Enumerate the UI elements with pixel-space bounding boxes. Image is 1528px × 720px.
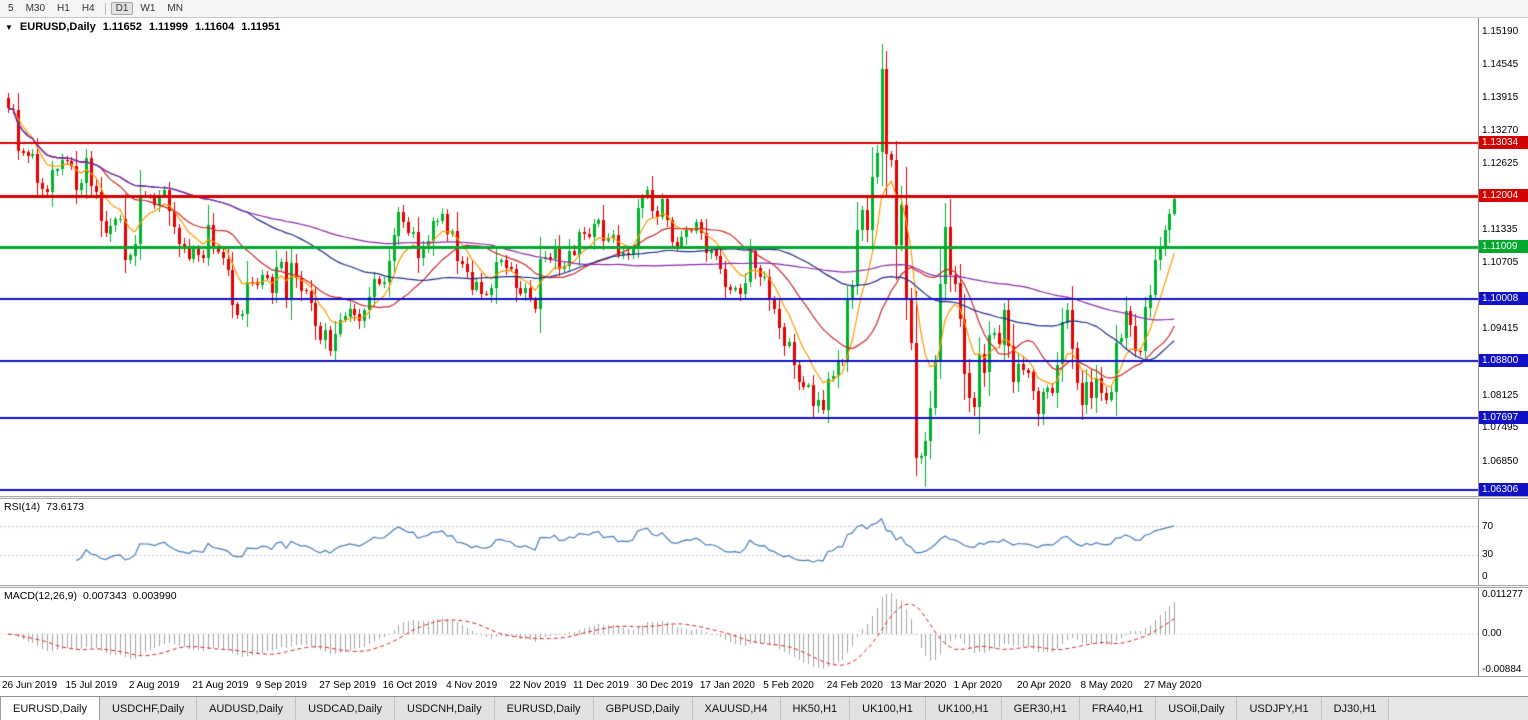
date-axis-label: 20 Apr 2020: [1017, 680, 1071, 691]
price-axis-label: 1.10705: [1482, 256, 1519, 268]
time-axis[interactable]: 26 Jun 2019 15 Jul 2019 2 Aug 2019 21 Aug 2…: [0, 676, 1528, 696]
date-axis-label: 4 Nov 2019: [446, 680, 498, 691]
panel-separator[interactable]: [0, 585, 1528, 588]
price-line-badge: 1.07697: [1479, 410, 1528, 424]
date-axis-label: 15 Jul 2019: [65, 680, 118, 691]
date-axis-label: 11 Dec 2019: [572, 680, 629, 691]
panel-separator[interactable]: [0, 496, 1528, 499]
chart-title: ▼ EURUSD,Daily 1.11652 1.11999 1.11604 1…: [5, 21, 280, 33]
price-axis-label: 1.08125: [1482, 389, 1519, 401]
chart-title-close: 1.11951: [241, 21, 281, 33]
price-axis-label: 1.15190: [1482, 25, 1519, 37]
date-axis-label: 13 Mar 2020: [890, 680, 947, 691]
chart-tab-XAUUSD-H4[interactable]: XAUUSD,H4: [692, 697, 781, 720]
price-axis-label: 1.07495: [1482, 422, 1519, 434]
macd-main-value: 0.007343: [82, 590, 127, 602]
rsi-canvas[interactable]: [0, 499, 1478, 585]
macd-signal-value: 0.003990: [132, 590, 177, 602]
main-plot: ▼ EURUSD,Daily 1.11652 1.11999 1.11604 1…: [0, 18, 1478, 496]
rsi-plot: RSI(14) 73.6173: [0, 499, 1478, 585]
chart-tab-UK100-H1[interactable]: UK100,H1: [925, 697, 1002, 720]
price-axis-label: 1.13270: [1482, 124, 1519, 136]
chart-tab-UK100-H1[interactable]: UK100,H1: [850, 697, 926, 720]
rsi-axis-label: 0: [1482, 571, 1488, 582]
chart-tab-EURUSD-Daily[interactable]: EURUSD,Daily: [494, 697, 594, 720]
timeframe-button-W1[interactable]: W1: [140, 3, 156, 14]
price-line-badge: 1.06306: [1479, 482, 1528, 496]
macd-axis[interactable]: 0.011277 0.00 -0.00884: [1478, 588, 1528, 676]
chart-title-low: 1.11604: [195, 21, 235, 33]
chart-tab-FRA40-H1[interactable]: FRA40,H1: [1079, 697, 1157, 720]
macd-panel: MACD(12,26,9) 0.007343 0.003990 0.011277…: [0, 588, 1528, 676]
macd-label: MACD(12,26,9) 0.007343 0.003990: [4, 590, 177, 602]
main-chart-panel: ▼ EURUSD,Daily 1.11652 1.11999 1.11604 1…: [0, 18, 1528, 496]
price-axis-label: 1.09415: [1482, 323, 1519, 335]
chart-tab-USDJPY-H1[interactable]: USDJPY,H1: [1237, 697, 1322, 720]
macd-axis-label: -0.00884: [1482, 664, 1522, 675]
price-line-badge: 1.08800: [1479, 354, 1528, 368]
chart-tab-HK50-H1[interactable]: HK50,H1: [780, 697, 851, 720]
chart-tab-USOil-Daily[interactable]: USOil,Daily: [1156, 697, 1238, 720]
price-axis-label: 1.12625: [1482, 158, 1519, 169]
chart-title-open: 1.11652: [102, 21, 142, 33]
date-axis-label: 26 Jun 2019: [2, 680, 58, 691]
date-axis-label: 27 Sep 2019: [319, 680, 376, 691]
rsi-indicator-name: RSI(14): [4, 501, 41, 513]
rsi-axis-label: 70: [1482, 520, 1494, 532]
price-axis-label: 1.06850: [1482, 455, 1519, 467]
date-axis-label: 16 Oct 2019: [382, 680, 438, 691]
timeframe-button-MN[interactable]: MN: [167, 3, 183, 14]
chart-title-high: 1.11999: [148, 21, 189, 33]
date-axis-label: 24 Feb 2020: [826, 680, 883, 691]
chart-tab-DJ30-H1[interactable]: DJ30,H1: [1321, 697, 1390, 720]
date-axis-label: 1 Apr 2020: [953, 680, 1002, 691]
date-axis-label: 17 Jan 2020: [699, 680, 755, 691]
price-line-badge: 1.11009: [1479, 240, 1528, 254]
price-line-badge: 1.13034: [1479, 135, 1528, 149]
macd-axis-label: 0.00: [1482, 628, 1502, 640]
macd-indicator-name: MACD(12,26,9): [4, 590, 77, 602]
date-axis-label: 27 May 2020: [1143, 680, 1202, 691]
chart-window-icon: ▼: [5, 22, 13, 32]
timeframe-button-M30[interactable]: M30: [25, 3, 46, 14]
rsi-axis[interactable]: 70 30 0: [1478, 499, 1528, 585]
price-axis-label: 1.14545: [1482, 59, 1519, 71]
price-line-badge: 1.10008: [1479, 291, 1528, 305]
price-axis-label: 1.13915: [1482, 91, 1519, 103]
date-axis-label: 2 Aug 2019: [128, 680, 180, 691]
main-chart-canvas[interactable]: [0, 18, 1478, 496]
date-axis-label: 30 Dec 2019: [636, 680, 694, 691]
macd-canvas[interactable]: [0, 588, 1478, 676]
toolbar-separator: [104, 2, 106, 15]
chart-tab-EURUSD-Daily[interactable]: EURUSD,Daily: [0, 697, 100, 720]
timeframe-button-H4[interactable]: H4: [81, 3, 95, 14]
date-axis-label: 5 Feb 2020: [763, 680, 814, 691]
chart-tab-USDCNH-Daily[interactable]: USDCNH,Daily: [395, 697, 495, 720]
timeframe-toolbar: 5 M30 H1 H4 D1 W1 MN: [0, 0, 1528, 18]
chart-tab-GBPUSD-Daily[interactable]: GBPUSD,Daily: [593, 697, 693, 720]
timeframe-button-5[interactable]: 5: [8, 3, 14, 14]
chart-tab-USDCHF-Daily[interactable]: USDCHF,Daily: [99, 697, 198, 720]
price-axis-label: 1.11335: [1482, 224, 1518, 236]
date-axis-label: 21 Aug 2019: [192, 680, 249, 691]
rsi-panel: RSI(14) 73.6173 70 30 0: [0, 499, 1528, 585]
chart-tabs-bar: EURUSD,Daily USDCHF,Daily AUDUSD,Daily USDC…: [0, 696, 1528, 720]
chart-tab-AUDUSD-Daily[interactable]: AUDUSD,Daily: [197, 697, 297, 720]
date-axis-label: 22 Nov 2019: [509, 680, 567, 691]
chart-tab-GER30-H1[interactable]: GER30,H1: [1001, 697, 1080, 720]
macd-plot: MACD(12,26,9) 0.007343 0.003990: [0, 588, 1478, 676]
macd-axis-label: 0.011277: [1482, 589, 1523, 600]
rsi-current-value: 73.6173: [46, 501, 85, 513]
price-axis[interactable]: 1.15190 1.14545 1.13915 1.13270 1.12625 1.113…: [1478, 18, 1528, 496]
rsi-axis-label: 30: [1482, 549, 1494, 561]
date-axis-label: 9 Sep 2019: [255, 680, 307, 691]
date-axis-label: 8 May 2020: [1080, 680, 1133, 691]
price-line-badge: 1.12004: [1479, 188, 1528, 202]
chart-title-symbol: EURUSD,Daily: [19, 21, 96, 33]
timeframe-button-D1[interactable]: D1: [110, 2, 134, 15]
rsi-label: RSI(14) 73.6173: [4, 501, 84, 513]
timeframe-button-H1[interactable]: H1: [57, 3, 70, 14]
chart-tab-USDCAD-Daily[interactable]: USDCAD,Daily: [296, 697, 396, 720]
